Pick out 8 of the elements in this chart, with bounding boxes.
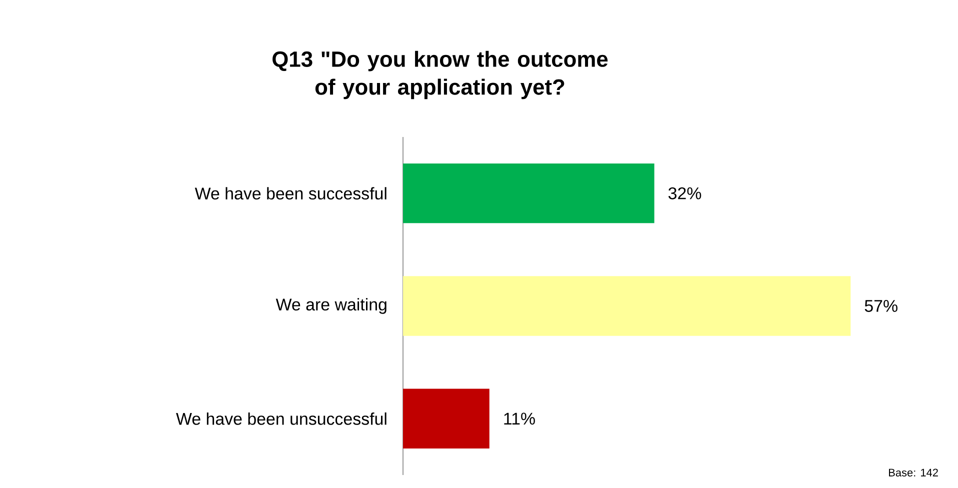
data-label: 11% <box>504 412 535 425</box>
chart-title: Q13 "Do you know the outcome of your application yet? <box>272 50 608 100</box>
y-tick-label: We have been successful <box>194 187 386 200</box>
data-label: 57% <box>864 300 898 312</box>
y-tick-label: We have been unsuccessful <box>176 412 386 425</box>
text: Base: 142 <box>889 468 938 476</box>
y-tick-label: We are waiting <box>276 298 386 314</box>
data-label: 32% <box>668 187 702 200</box>
